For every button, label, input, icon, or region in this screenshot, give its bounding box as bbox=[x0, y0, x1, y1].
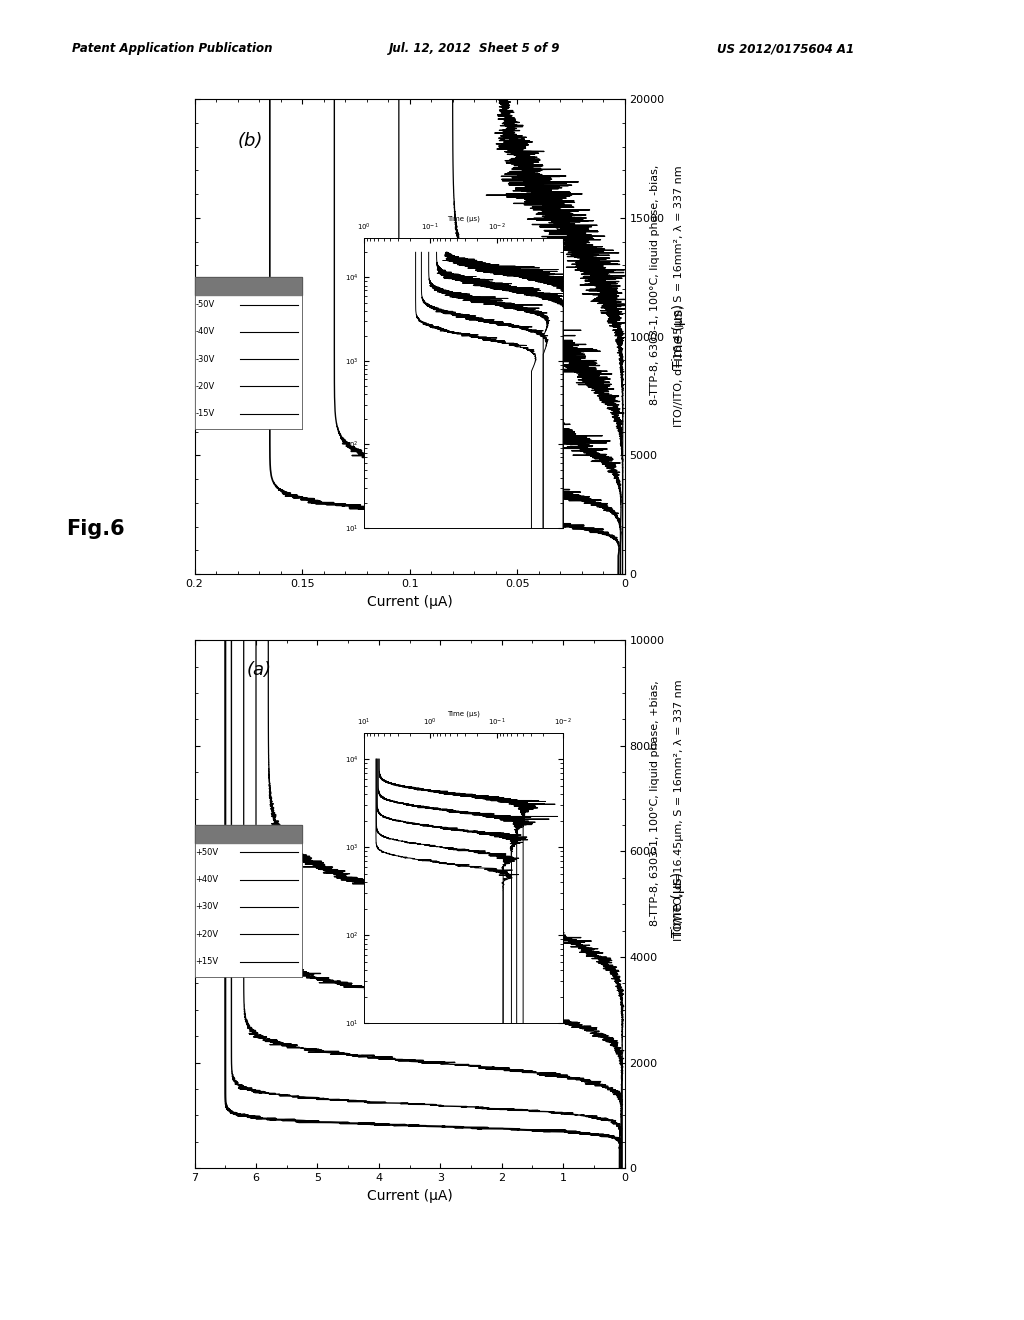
Text: -30V: -30V bbox=[196, 355, 215, 364]
X-axis label: Time (μs): Time (μs) bbox=[446, 710, 480, 717]
Text: 8-TTP-8, 6303-1, 100°C, liquid phase, -bias,: 8-TTP-8, 6303-1, 100°C, liquid phase, -b… bbox=[650, 165, 660, 405]
Text: 8-TTP-8, 6303-1, 100°C, liquid phase, +bias,: 8-TTP-8, 6303-1, 100°C, liquid phase, +b… bbox=[650, 680, 660, 925]
Text: -40V: -40V bbox=[196, 327, 215, 337]
Bar bbox=[195, 825, 302, 843]
X-axis label: Time (μs): Time (μs) bbox=[446, 215, 480, 222]
Text: Patent Application Publication: Patent Application Publication bbox=[72, 42, 272, 55]
Text: -50V: -50V bbox=[196, 300, 215, 309]
Text: +20V: +20V bbox=[196, 929, 219, 939]
Text: US 2012/0175604 A1: US 2012/0175604 A1 bbox=[717, 42, 854, 55]
Text: Fig.6: Fig.6 bbox=[67, 519, 125, 539]
Text: (b): (b) bbox=[238, 132, 263, 150]
Text: (a): (a) bbox=[246, 661, 271, 680]
Text: +30V: +30V bbox=[196, 903, 219, 912]
Text: +15V: +15V bbox=[196, 957, 219, 966]
Text: Jul. 12, 2012  Sheet 5 of 9: Jul. 12, 2012 Sheet 5 of 9 bbox=[389, 42, 560, 55]
Bar bbox=[195, 277, 302, 296]
Text: +50V: +50V bbox=[196, 847, 219, 857]
Text: -15V: -15V bbox=[196, 409, 215, 418]
Text: ITO//ITO, d=16.45μm, S = 16mm², λ = 337 nm: ITO//ITO, d=16.45μm, S = 16mm², λ = 337 … bbox=[674, 165, 684, 426]
Text: -20V: -20V bbox=[196, 381, 215, 391]
Text: ITO//ITO, d=16.45μm, S = 16mm², λ = 337 nm: ITO//ITO, d=16.45μm, S = 16mm², λ = 337 … bbox=[674, 680, 684, 941]
Y-axis label: Time (μs): Time (μs) bbox=[672, 871, 685, 937]
Text: +40V: +40V bbox=[196, 875, 219, 884]
Y-axis label: Time (μs): Time (μs) bbox=[672, 304, 686, 370]
X-axis label: Current (μA): Current (μA) bbox=[367, 594, 453, 609]
X-axis label: Current (μA): Current (μA) bbox=[367, 1188, 453, 1203]
